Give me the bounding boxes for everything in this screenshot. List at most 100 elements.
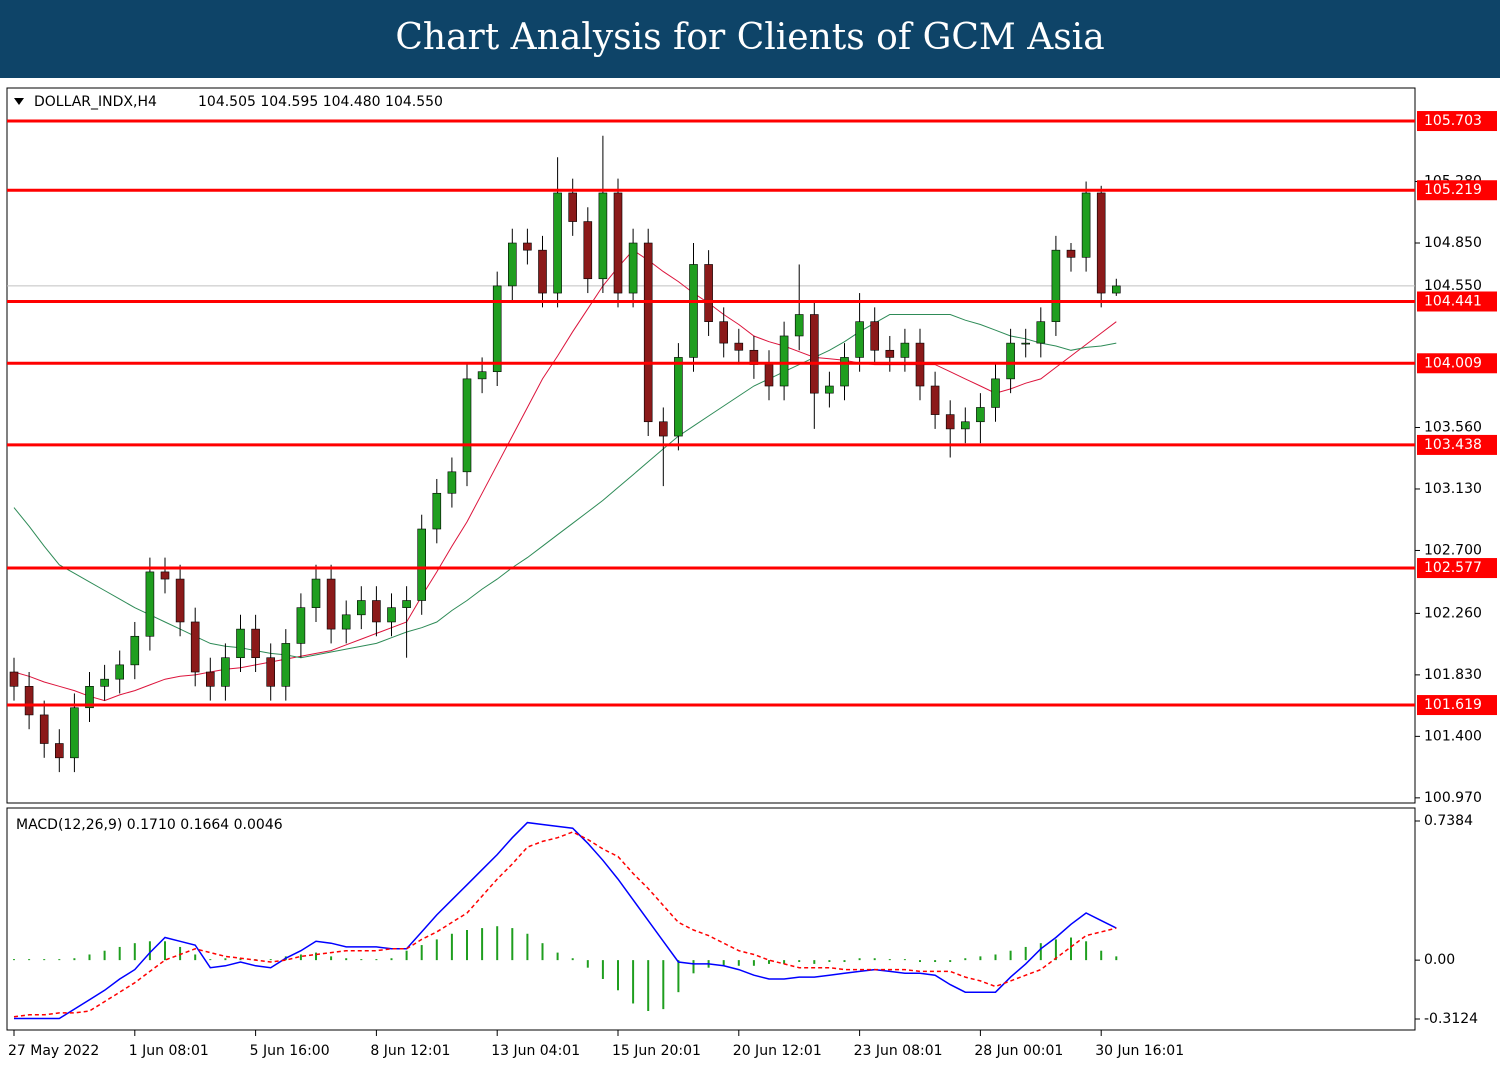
- candle-body: [175, 578, 185, 623]
- level-label-box: [1417, 434, 1497, 455]
- candle-body: [492, 285, 502, 373]
- x-tick-label: 15 Jun 20:01: [612, 1043, 701, 1059]
- candle-body: [447, 471, 457, 494]
- candle-body: [402, 600, 411, 608]
- candle-body: [809, 314, 819, 394]
- candle-body: [507, 242, 517, 287]
- candle-body: [945, 414, 955, 430]
- level-label-box: [1417, 353, 1497, 374]
- y-tick-label: -0.3124: [1424, 1011, 1478, 1027]
- y-tick-label: 0.00: [1424, 952, 1455, 968]
- candle-body: [54, 743, 64, 759]
- level-label: 105.703: [1424, 113, 1482, 129]
- candle-body: [719, 321, 729, 344]
- candle-body: [825, 385, 834, 394]
- level-label: 102.577: [1424, 560, 1482, 576]
- candle-body: [628, 242, 638, 294]
- candle-body: [885, 349, 895, 358]
- x-tick-label: 27 May 2022: [8, 1043, 99, 1059]
- candle-body: [130, 635, 140, 666]
- candle-body: [643, 242, 653, 423]
- x-tick-label: 8 Jun 12:01: [370, 1043, 450, 1059]
- page-title: Chart Analysis for Clients of GCM Asia: [395, 17, 1104, 58]
- y-tick-label: 103.560: [1424, 419, 1482, 435]
- candle-body: [236, 628, 245, 659]
- candle-body: [538, 249, 547, 294]
- candle-body: [689, 264, 698, 358]
- candle-body: [704, 264, 713, 322]
- candle-body: [870, 321, 880, 351]
- candle-body: [70, 707, 79, 759]
- candle-body: [960, 421, 970, 430]
- candle-body: [930, 385, 940, 415]
- candle-body: [855, 321, 864, 358]
- candle-body: [251, 628, 260, 659]
- level-label-box: [1417, 695, 1497, 716]
- level-label: 104.441: [1424, 293, 1482, 309]
- macd-line: [14, 821, 1117, 1020]
- candle-body: [326, 578, 336, 630]
- candle-body: [281, 643, 291, 687]
- y-tick-label: 104.850: [1424, 235, 1482, 251]
- candle-body: [206, 671, 215, 687]
- candle-body: [991, 378, 1000, 408]
- y-tick-label: 100.970: [1424, 790, 1482, 806]
- candle-body: [24, 686, 34, 716]
- macd-panel: [6, 807, 1416, 1031]
- level-label-box: [1417, 558, 1497, 579]
- x-tick-label: 30 Jun 16:01: [1095, 1043, 1184, 1059]
- candle-body: [9, 671, 19, 687]
- title-banner: [0, 0, 1500, 78]
- level-label: 103.438: [1424, 437, 1482, 453]
- candle-body: [39, 714, 49, 744]
- candle-body: [477, 371, 487, 380]
- candle-body: [85, 686, 94, 709]
- candle-body: [1036, 321, 1046, 344]
- candle-body: [764, 364, 774, 387]
- candle-body: [432, 492, 442, 530]
- candle-body: [598, 192, 608, 280]
- current-price-box: [1417, 275, 1497, 296]
- candle-body: [779, 335, 789, 387]
- candle-body: [1112, 285, 1121, 294]
- candle-body: [523, 242, 532, 251]
- level-label-box: [1417, 291, 1497, 312]
- candle-body: [356, 600, 366, 616]
- y-tick-label: 103.130: [1424, 481, 1482, 497]
- candle-body: [794, 314, 804, 337]
- macd-label: MACD(12,26,9) 0.1710 0.1664 0.0046: [16, 817, 283, 833]
- x-tick-label: 28 Jun 00:01: [974, 1043, 1063, 1059]
- level-label-box: [1417, 180, 1497, 201]
- candle-body: [1021, 342, 1031, 345]
- candle-body: [190, 621, 200, 673]
- candle-body: [100, 678, 109, 687]
- current-price-label: 104.550: [1424, 278, 1482, 294]
- candle-body: [900, 342, 910, 358]
- candle-body: [221, 657, 230, 687]
- candle-body: [462, 378, 472, 473]
- candle-body: [1051, 249, 1061, 322]
- y-tick-label: 101.830: [1424, 667, 1482, 683]
- ohlc-label: 104.505 104.595 104.480 104.550: [198, 94, 443, 110]
- candle-body: [613, 192, 623, 294]
- level-label-box: [1417, 111, 1497, 132]
- candle-body: [145, 571, 155, 637]
- candle-body: [387, 607, 396, 623]
- candle-body: [553, 192, 562, 294]
- x-tick-label: 5 Jun 16:00: [250, 1043, 330, 1059]
- candle-body: [976, 407, 985, 423]
- candle-body: [734, 342, 744, 351]
- candle-body: [311, 578, 321, 608]
- candle-body: [1081, 192, 1091, 258]
- candle-body: [417, 528, 427, 601]
- macd-line: [13, 831, 1117, 1018]
- candle-body: [658, 421, 668, 437]
- symbol-label: DOLLAR_INDX,H4: [34, 94, 157, 110]
- candle-body: [1066, 249, 1076, 258]
- y-tick-label: 0.7384: [1424, 813, 1473, 829]
- candle-body: [341, 614, 351, 630]
- candle-body: [160, 571, 170, 580]
- x-tick-label: 23 Jun 08:01: [854, 1043, 943, 1059]
